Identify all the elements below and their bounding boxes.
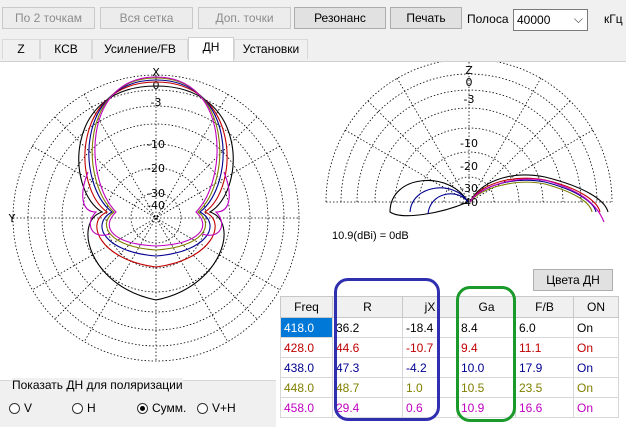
on-cell[interactable]: On [573,357,619,378]
axis-z-label: Z [465,64,473,77]
header-on: ON [573,296,619,318]
tab-gain-fb[interactable]: Усиление/FB [92,39,188,59]
tab-z[interactable]: Z [2,39,40,59]
table-row[interactable]: 458.0 29.4 0.6 10.9 16.6 On [280,397,619,418]
radio-sum[interactable]: Сумм. [137,401,186,415]
freq-cell[interactable]: 428.0 [280,337,333,358]
radio-h[interactable]: H [72,401,96,415]
radio-v-plus-h-label: V+H [212,401,236,415]
freq-cell[interactable]: 458.0 [280,397,333,418]
header-r: R [332,296,403,318]
unit-label: кГц [604,12,623,26]
azimuth-patterns [78,76,234,301]
el-ring-label-3: -3 [464,93,475,106]
print-button[interactable]: Печать [390,7,462,29]
el-ring-label-10: -10 [460,137,478,150]
results-table: Freq R jX Ga F/B ON 418.0 36.2 -18.4 8.4 6.0… [280,296,619,418]
el-ring-label-30: -30 [460,182,478,195]
freq-cell[interactable]: 448.0 [280,377,333,398]
fb-cell[interactable]: 11.1 [515,337,574,358]
band-label: Полоса [467,12,509,26]
r-cell[interactable]: 36.2 [332,317,403,338]
band-value: 40000 [517,13,551,27]
elevation-patterns [389,174,609,223]
table-row[interactable]: 438.0 47.3 -4.2 10.0 17.9 On [280,357,619,378]
axis-x-label: X [152,66,160,79]
axis-y-label: Y [8,212,16,225]
radio-v-circle [9,402,20,414]
ring-label-10: -10 [147,138,165,151]
radio-h-circle [72,402,83,414]
r-cell[interactable]: 48.7 [332,377,403,398]
elevation-ring-labels: Z 0 -3 -10 -20 -30 -40 [460,64,478,209]
fb-cell[interactable]: 6.0 [515,317,574,338]
radio-v-plus-h-circle [197,402,208,414]
on-cell[interactable]: On [573,317,619,338]
ga-cell[interactable]: 10.9 [457,397,516,418]
polarization-title: Показать ДН для поляризации [12,378,183,392]
radio-v-plus-h[interactable]: V+H [197,401,236,415]
radio-h-label: H [87,401,96,415]
resistance-reactance-highlight [334,278,440,421]
header-fb: F/B [515,296,574,318]
on-cell[interactable]: On [573,397,619,418]
chevron-down-icon: ⌵ [573,12,583,26]
gain-highlight [456,286,516,422]
radio-v[interactable]: V [9,401,32,415]
jx-cell[interactable]: -10.7 [402,337,458,358]
ring-label-3: -3 [151,96,162,109]
polar-plots: X Y 0 -3 -10 -20 -30 -40 Z 0 -3 -10 -20 … [8,62,613,362]
fb-cell[interactable]: 16.6 [515,397,574,418]
el-ring-label-0: 0 [466,76,473,89]
whole-grid-button[interactable]: Вся сетка [100,7,193,29]
on-cell[interactable]: On [573,377,619,398]
on-cell[interactable]: On [573,337,619,358]
freq-cell[interactable]: 418.0 [280,317,333,338]
header-ga: Ga [457,296,516,318]
fb-cell[interactable]: 23.5 [515,377,574,398]
radio-v-label: V [24,401,33,415]
tab-pattern[interactable]: ДН [188,37,234,61]
band-select[interactable]: 40000 ⌵ [513,9,588,31]
table-row[interactable]: 418.0 36.2 -18.4 8.4 6.0 On [280,317,619,338]
tab-swr[interactable]: КСВ [40,39,92,59]
freq-cell[interactable]: 438.0 [280,357,333,378]
el-ring-label-40: -40 [460,196,478,209]
table-row[interactable]: 428.0 44.6 -10.7 9.4 11.1 On [280,337,619,358]
table-row[interactable]: 448.0 48.7 1.0 10.5 23.5 On [280,377,619,398]
header-freq: Freq [280,296,333,318]
el-ring-label-20: -20 [460,160,478,173]
ring-label-20: -20 [147,162,165,175]
pattern-colors-button[interactable]: Цвета ДН [533,269,613,291]
ring-label-40: -40 [147,199,165,212]
resonance-button[interactable]: Резонанс [294,7,386,29]
ring-label-30: -30 [147,187,165,200]
gain-reference-label: 10.9(dBi) = 0dB [332,230,409,242]
fb-cell[interactable]: 17.9 [515,357,574,378]
by-two-points-button[interactable]: По 2 точкам [2,7,95,29]
azimuth-grid [12,74,300,362]
tab-settings[interactable]: Установки [234,39,308,59]
jx-cell[interactable]: 1.0 [402,377,458,398]
radio-sum-label: Сумм. [152,401,187,415]
radio-sum-circle [137,402,148,414]
extra-points-button[interactable]: Доп. точки [198,7,291,29]
